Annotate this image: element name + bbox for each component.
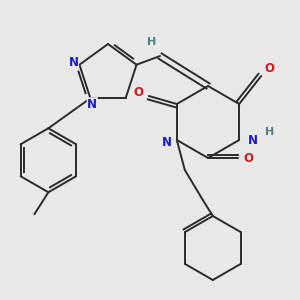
Text: O: O bbox=[134, 86, 144, 100]
Text: O: O bbox=[264, 61, 274, 74]
Text: O: O bbox=[243, 152, 253, 164]
Text: H: H bbox=[265, 127, 274, 137]
Text: N: N bbox=[248, 134, 258, 146]
Text: H: H bbox=[147, 37, 157, 47]
Text: N: N bbox=[162, 136, 172, 149]
Text: N: N bbox=[87, 98, 98, 111]
Text: N: N bbox=[68, 56, 79, 69]
